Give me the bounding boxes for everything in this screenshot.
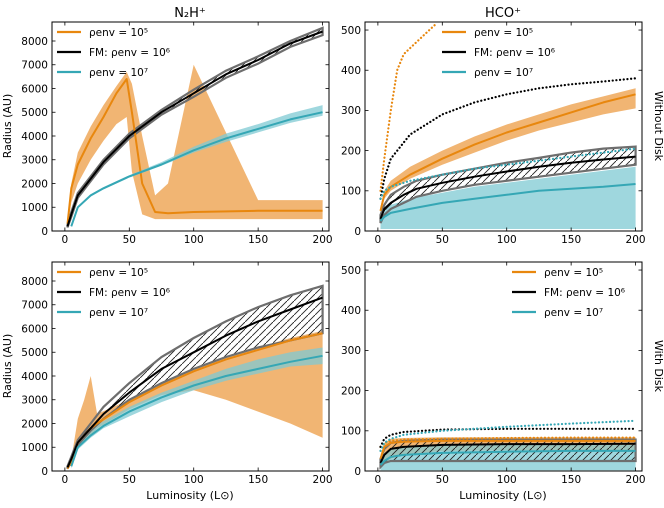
y-tick-label: 6000 (21, 83, 48, 95)
col-title-hco: HCO⁺ (485, 6, 521, 21)
y-tick-label: 8000 (21, 276, 48, 288)
x-tick-label: 50 (436, 234, 449, 246)
series-line-black-dotted-4 (379, 427, 637, 448)
y-tick-label: 200 (341, 385, 361, 397)
legend-label-rho7: ρenv = 10⁷ (89, 307, 148, 319)
y-tick-label: 500 (341, 25, 361, 37)
x-tick-label: 0 (62, 234, 69, 246)
series-line-black-1 (379, 442, 636, 464)
y-tick-label: 0 (41, 466, 48, 478)
y-tick-label: 7000 (21, 300, 48, 312)
panel-hco-with-disk: 0 50 100 150 200 0 100 200 300 400 500 ρenv = 10⁵ F… (341, 261, 646, 486)
y-tick-label: 2000 (21, 418, 48, 430)
series-line-orange-0 (379, 439, 636, 460)
series-line-teal-2 (379, 449, 636, 466)
y-tick-label: 1000 (21, 202, 48, 214)
x-tick-label: 100 (184, 474, 204, 486)
y-tick-label: 6000 (21, 323, 48, 335)
y-tick-label: 4000 (21, 131, 48, 143)
x-tick-label: 50 (123, 234, 136, 246)
series-line-teal-dotted-5 (379, 147, 637, 200)
series-line-orange-0 (66, 78, 323, 225)
legend-label-fm: FM: ρenv = 10⁶ (544, 287, 625, 299)
x-tick-label: 200 (626, 474, 646, 486)
x-tick-label: 150 (248, 474, 268, 486)
band-orange-0 (380, 88, 636, 215)
y-tick-label: 2000 (21, 178, 48, 190)
band-black-1 (379, 145, 637, 224)
legend-label-rho5: ρenv = 10⁵ (544, 267, 603, 279)
y-tick-label: 5000 (21, 107, 48, 119)
series-line-black-dotted-4 (379, 77, 637, 200)
y-tick-label: 200 (341, 145, 361, 157)
row-label-without-disk: Without Disk (652, 91, 664, 162)
y-tick-label: 300 (341, 345, 361, 357)
y-tick-label: 5000 (21, 347, 48, 359)
legend-label-fm: FM: ρenv = 10⁶ (89, 287, 170, 299)
y-tick-label: 7000 (21, 60, 48, 72)
x-tick-label: 150 (248, 234, 268, 246)
y-tick-label: 3000 (21, 155, 48, 167)
y-tick-label: 400 (341, 305, 361, 317)
xlabel-bottom-right: Luminosity (L⊙) (459, 489, 546, 502)
y-tick-label: 500 (341, 265, 361, 277)
series-line-orange-dotted-3 (379, 436, 637, 448)
x-tick-label: 0 (375, 474, 382, 486)
series-line-orange-0 (379, 93, 636, 212)
x-tick-label: 50 (436, 474, 449, 486)
legend-label-fm: FM: ρenv = 10⁶ (474, 47, 555, 59)
legend-label-rho5: ρenv = 10⁵ (89, 27, 148, 39)
panel-n2h-without-disk: 0 50 100 150 2000100020003000400050006000700… (21, 21, 333, 246)
series-line-black-1 (66, 30, 323, 227)
legend-label-rho7: ρenv = 10⁷ (474, 67, 533, 79)
y-tick-label: 4000 (21, 371, 48, 383)
series-line-teal-dotted-5 (379, 419, 637, 452)
y-tick-label: 0 (354, 466, 361, 478)
y-tick-label: 300 (341, 105, 361, 117)
ylabel-top-left: Radius (AU) (1, 94, 14, 159)
x-tick-label: 100 (497, 234, 517, 246)
series-line-orange-dotted-3 (379, 22, 437, 192)
ylabel-bottom-left: Radius (AU) (1, 334, 14, 399)
legend-label-rho7: ρenv = 10⁷ (544, 307, 603, 319)
x-tick-label: 0 (62, 474, 69, 486)
x-tick-label: 200 (313, 234, 333, 246)
x-tick-label: 100 (497, 474, 517, 486)
y-tick-label: 0 (41, 226, 48, 238)
series-line-teal-2 (379, 183, 636, 222)
y-tick-label: 100 (341, 426, 361, 438)
panel-n2h-with-disk: 0 50 100 150 2000100020003000400050006000700… (21, 261, 333, 486)
legend-label-rho7: ρenv = 10⁷ (89, 67, 148, 79)
band-teal-2 (380, 166, 636, 229)
band-black-1 (66, 26, 324, 228)
y-tick-label: 8000 (21, 36, 48, 48)
col-title-n2h: N₂H⁺ (174, 6, 206, 21)
series-line-black-1 (379, 155, 636, 220)
x-tick-label: 100 (184, 234, 204, 246)
x-tick-label: 50 (123, 474, 136, 486)
x-tick-label: 150 (561, 234, 581, 246)
y-tick-label: 1000 (21, 442, 48, 454)
x-tick-label: 0 (375, 234, 382, 246)
series-line-teal-2 (70, 111, 323, 227)
x-tick-label: 200 (313, 474, 333, 486)
y-tick-label: 100 (341, 186, 361, 198)
x-tick-label: 150 (561, 474, 581, 486)
legend-label-rho5: ρenv = 10⁵ (89, 267, 148, 279)
panel-hco-without-disk: 0 50 100 150 200 0 100 200 300 400 500 ρenv = 10⁵ F… (341, 21, 646, 246)
xlabel-bottom-left: Luminosity (L⊙) (146, 489, 233, 502)
legend-label-fm: FM: ρenv = 10⁶ (89, 47, 170, 59)
series-line-teal-2 (70, 354, 323, 467)
legend-label-rho5: ρenv = 10⁵ (474, 27, 533, 39)
y-tick-label: 0 (354, 226, 361, 238)
x-tick-label: 200 (626, 234, 646, 246)
y-tick-label: 400 (341, 65, 361, 77)
row-label-with-disk: With Disk (652, 340, 664, 393)
series-line-black-1 (66, 296, 323, 468)
y-tick-label: 3000 (21, 395, 48, 407)
